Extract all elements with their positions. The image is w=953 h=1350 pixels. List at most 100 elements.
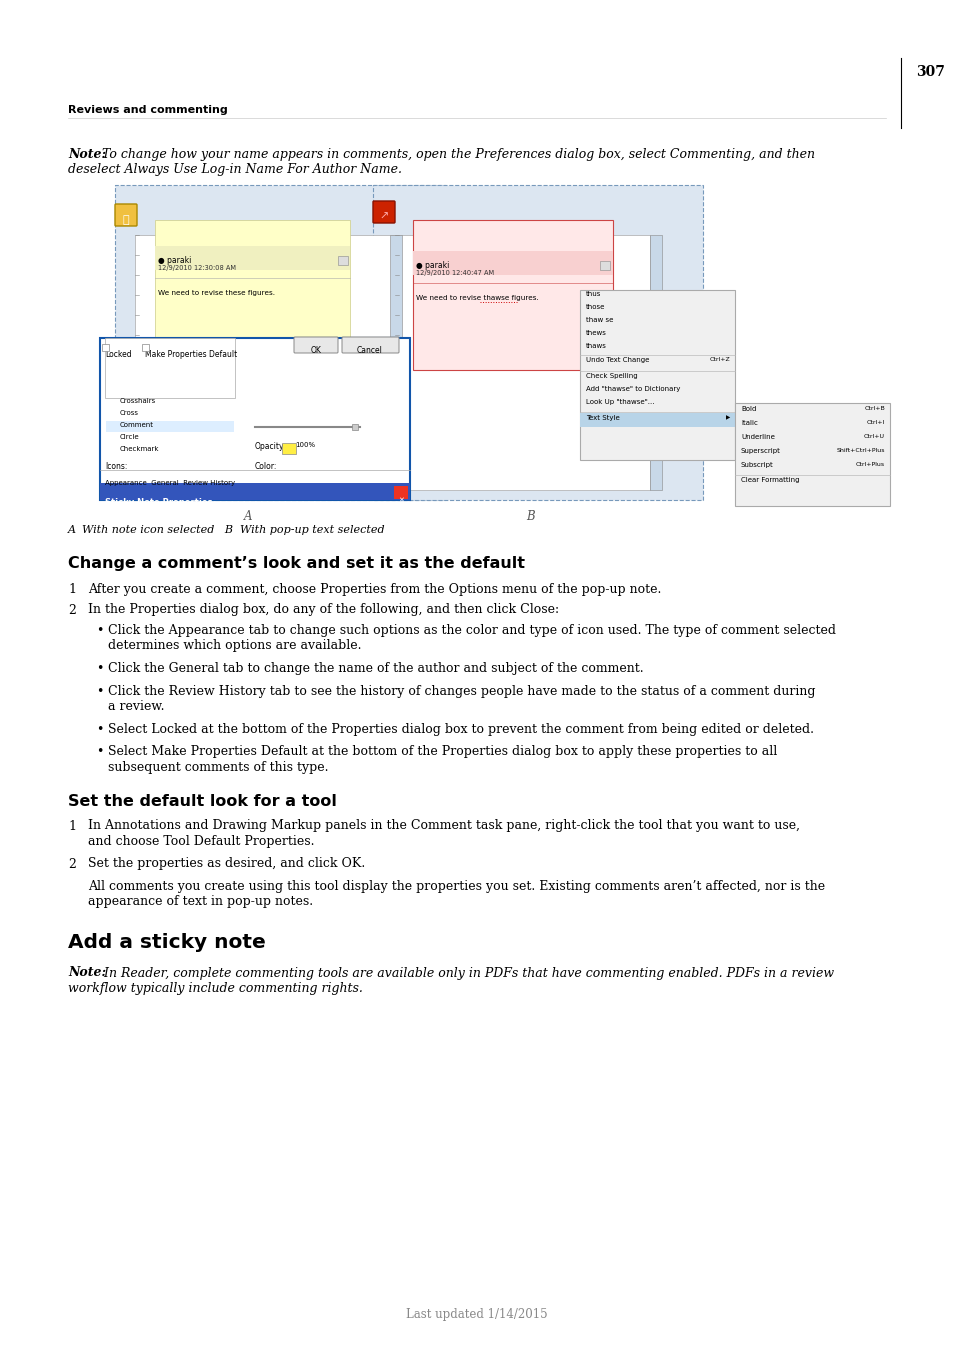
Text: In Annotations and Drawing Markup panels in the Comment task pane, right-click t: In Annotations and Drawing Markup panels…	[88, 819, 800, 833]
FancyBboxPatch shape	[390, 235, 401, 490]
Text: thaw se: thaw se	[585, 317, 613, 323]
Text: After you create a comment, choose Properties from the Options menu of the pop-u: After you create a comment, choose Prope…	[88, 583, 660, 595]
FancyBboxPatch shape	[649, 235, 661, 490]
Text: Undo Text Change: Undo Text Change	[585, 356, 649, 363]
Text: A: A	[244, 510, 252, 522]
Text: Note:: Note:	[68, 967, 106, 980]
FancyBboxPatch shape	[413, 251, 613, 275]
Text: In Reader, complete commenting tools are available only in PDFs that have commen: In Reader, complete commenting tools are…	[100, 967, 833, 980]
Text: Click the General tab to change the name of the author and subject of the commen: Click the General tab to change the name…	[108, 662, 643, 675]
Text: To change how your name appears in comments, open the Preferences dialog box, se: To change how your name appears in comme…	[98, 148, 814, 161]
Text: Bold: Bold	[740, 406, 756, 412]
Text: Locked: Locked	[105, 350, 132, 359]
FancyBboxPatch shape	[154, 220, 350, 364]
Text: All comments you create using this tool display the properties you set. Existing: All comments you create using this tool …	[88, 880, 824, 892]
FancyBboxPatch shape	[579, 413, 734, 427]
FancyBboxPatch shape	[142, 344, 149, 351]
Text: those: those	[585, 304, 605, 310]
Text: 12/9/2010 12:40:47 AM: 12/9/2010 12:40:47 AM	[416, 270, 494, 275]
Text: Set the default look for a tool: Set the default look for a tool	[68, 794, 336, 809]
FancyBboxPatch shape	[394, 486, 408, 500]
Text: thaws: thaws	[585, 343, 606, 350]
FancyBboxPatch shape	[105, 338, 234, 398]
Text: ↗: ↗	[379, 212, 388, 221]
Text: •: •	[96, 684, 104, 698]
Text: Click the Appearance tab to change such options as the color and type of icon us: Click the Appearance tab to change such …	[108, 624, 835, 637]
FancyBboxPatch shape	[599, 261, 609, 270]
Text: 2: 2	[68, 603, 76, 617]
Text: Clear Formatting: Clear Formatting	[740, 477, 799, 483]
Text: Sticky Note Properties: Sticky Note Properties	[105, 498, 213, 508]
Text: determines which options are available.: determines which options are available.	[108, 640, 361, 652]
Text: ● paraki: ● paraki	[416, 261, 449, 270]
Text: Superscript: Superscript	[740, 448, 781, 454]
Text: Italic: Italic	[740, 420, 757, 427]
FancyBboxPatch shape	[294, 338, 337, 352]
Text: OK: OK	[311, 346, 321, 355]
Text: Add a sticky note: Add a sticky note	[68, 933, 266, 952]
Text: Subscript: Subscript	[740, 462, 773, 468]
FancyBboxPatch shape	[373, 201, 395, 223]
FancyBboxPatch shape	[282, 443, 295, 454]
FancyBboxPatch shape	[395, 235, 649, 490]
FancyBboxPatch shape	[135, 235, 395, 490]
Text: Checkmark: Checkmark	[120, 446, 159, 452]
Text: •: •	[96, 624, 104, 637]
Text: Cancel: Cancel	[356, 346, 382, 355]
Text: deselect Always Use Log-in Name For Author Name.: deselect Always Use Log-in Name For Auth…	[68, 163, 401, 176]
Text: Make Properties Default: Make Properties Default	[145, 350, 237, 359]
Text: Color:: Color:	[254, 462, 277, 471]
Text: •: •	[96, 745, 104, 757]
Text: subsequent comments of this type.: subsequent comments of this type.	[108, 760, 328, 774]
Text: Ctrl+U: Ctrl+U	[863, 433, 884, 439]
Text: Appearance  General  Review History: Appearance General Review History	[105, 481, 234, 486]
Text: Note:: Note:	[68, 148, 106, 161]
Text: Crosshairs: Crosshairs	[120, 398, 156, 404]
Text: Ctrl+B: Ctrl+B	[863, 406, 884, 410]
Text: A  With note icon selected   B  With pop-up text selected: A With note icon selected B With pop-up …	[68, 525, 385, 535]
FancyBboxPatch shape	[115, 185, 444, 500]
Text: Opacity:: Opacity:	[254, 441, 286, 451]
Text: Ctrl+Plus: Ctrl+Plus	[855, 462, 884, 467]
FancyBboxPatch shape	[100, 338, 410, 500]
Text: ✕: ✕	[397, 497, 403, 504]
Text: •: •	[96, 662, 104, 675]
Text: Circle: Circle	[120, 433, 139, 440]
Text: Select Locked at the bottom of the Properties dialog box to prevent the comment : Select Locked at the bottom of the Prope…	[108, 722, 813, 736]
FancyBboxPatch shape	[102, 344, 109, 351]
Text: Ctrl+Z: Ctrl+Z	[708, 356, 729, 362]
Text: Ctrl+I: Ctrl+I	[865, 420, 884, 425]
Text: Set the properties as desired, and click OK.: Set the properties as desired, and click…	[88, 857, 365, 871]
Text: 1: 1	[68, 819, 76, 833]
Text: 1: 1	[68, 583, 76, 595]
Text: ● paraki: ● paraki	[158, 256, 192, 265]
Text: We need to revise these figures.: We need to revise these figures.	[158, 290, 274, 296]
Text: Underline: Underline	[740, 433, 774, 440]
Text: Shift+Ctrl+Plus: Shift+Ctrl+Plus	[836, 448, 884, 454]
FancyBboxPatch shape	[115, 204, 137, 225]
Text: •: •	[96, 722, 104, 736]
FancyBboxPatch shape	[337, 256, 348, 265]
Text: thus: thus	[585, 292, 600, 297]
FancyBboxPatch shape	[413, 220, 613, 370]
Text: Check Spelling: Check Spelling	[585, 373, 637, 379]
FancyBboxPatch shape	[734, 404, 889, 506]
Text: Last updated 1/14/2015: Last updated 1/14/2015	[406, 1308, 547, 1322]
Text: Select Make Properties Default at the bottom of the Properties dialog box to app: Select Make Properties Default at the bo…	[108, 745, 777, 757]
Text: thews: thews	[585, 329, 606, 336]
Text: Look Up "thawse"...: Look Up "thawse"...	[585, 400, 654, 405]
Text: Reviews and commenting: Reviews and commenting	[68, 105, 228, 115]
Text: In the Properties dialog box, do any of the following, and then click Close:: In the Properties dialog box, do any of …	[88, 603, 558, 617]
Text: and choose Tool Default Properties.: and choose Tool Default Properties.	[88, 836, 314, 848]
Text: 307: 307	[915, 65, 943, 80]
FancyBboxPatch shape	[100, 483, 410, 499]
FancyBboxPatch shape	[154, 246, 350, 270]
Text: B: B	[525, 510, 534, 522]
Text: Cross: Cross	[120, 410, 139, 416]
FancyBboxPatch shape	[106, 421, 233, 432]
Text: Click the Review History tab to see the history of changes people have made to t: Click the Review History tab to see the …	[108, 684, 815, 698]
Text: 12/9/2010 12:30:08 AM: 12/9/2010 12:30:08 AM	[158, 265, 235, 271]
Text: a review.: a review.	[108, 701, 164, 713]
FancyBboxPatch shape	[341, 338, 398, 352]
Text: We need to revise thawse figures.: We need to revise thawse figures.	[416, 296, 538, 301]
